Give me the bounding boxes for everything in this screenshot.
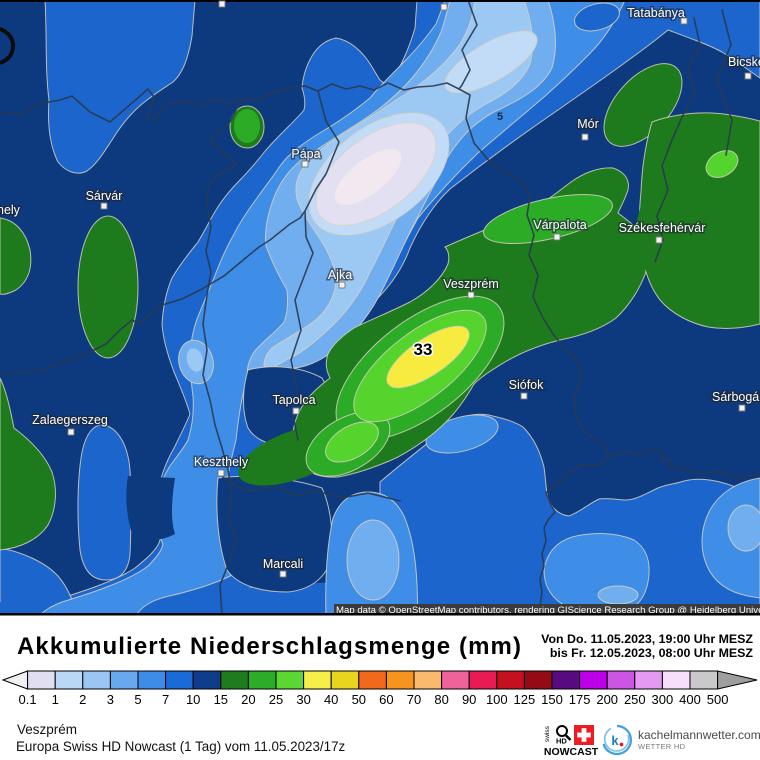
svg-text:Tapolca: Tapolca — [272, 393, 315, 407]
svg-text:kachelmannwetter.com: kachelmannwetter.com — [638, 728, 760, 742]
svg-text:7: 7 — [162, 692, 169, 707]
svg-text:200: 200 — [596, 692, 618, 707]
svg-text:Várpalota: Várpalota — [533, 218, 587, 232]
svg-text:swiss: swiss — [544, 725, 551, 742]
svg-text:40: 40 — [324, 692, 338, 707]
svg-text:20: 20 — [241, 692, 255, 707]
svg-text:Veszprém: Veszprém — [443, 277, 499, 291]
svg-text:Sárbogár: Sárbogár — [712, 390, 760, 404]
svg-text:k: k — [611, 733, 619, 748]
svg-text:500: 500 — [707, 692, 729, 707]
svg-text:10: 10 — [186, 692, 200, 707]
svg-text:2: 2 — [79, 692, 86, 707]
svg-text:90: 90 — [462, 692, 476, 707]
svg-text:HD: HD — [556, 737, 567, 746]
svg-text:Map data © OpenStreetMap contr: Map data © OpenStreetMap contributors, r… — [336, 605, 760, 616]
svg-text:Ajka: Ajka — [328, 268, 352, 282]
svg-text:Székesfehérvár: Székesfehérvár — [619, 221, 706, 235]
svg-text:300: 300 — [652, 692, 674, 707]
svg-text:Mór: Mór — [577, 117, 599, 131]
svg-text:50: 50 — [352, 692, 366, 707]
svg-text:Bicske: Bicske — [728, 55, 760, 69]
svg-text:33: 33 — [414, 340, 433, 359]
svg-text:0.1: 0.1 — [19, 692, 37, 707]
svg-text:175: 175 — [569, 692, 591, 707]
svg-text:100: 100 — [486, 692, 508, 707]
svg-text:Tatabánya: Tatabánya — [627, 6, 685, 20]
svg-text:Marcali: Marcali — [263, 557, 303, 571]
svg-text:80: 80 — [434, 692, 448, 707]
svg-text:Keszthely: Keszthely — [194, 455, 249, 469]
svg-text:400: 400 — [679, 692, 701, 707]
svg-text:25: 25 — [269, 692, 283, 707]
svg-text:Pápa: Pápa — [291, 147, 320, 161]
svg-text:60: 60 — [379, 692, 393, 707]
svg-text:5: 5 — [134, 692, 141, 707]
svg-text:WETTER HD: WETTER HD — [638, 742, 686, 751]
svg-text:250: 250 — [624, 692, 646, 707]
svg-text:15: 15 — [214, 692, 228, 707]
svg-text:70: 70 — [407, 692, 421, 707]
svg-text:NOWCAST: NOWCAST — [544, 746, 599, 758]
svg-text:Sárvár: Sárvár — [86, 189, 123, 203]
svg-text:3: 3 — [107, 692, 114, 707]
svg-text:1: 1 — [52, 692, 59, 707]
svg-text:30: 30 — [296, 692, 310, 707]
svg-text:Zalaegerszeg: Zalaegerszeg — [32, 413, 108, 427]
svg-text:5: 5 — [497, 111, 503, 123]
svg-text:125: 125 — [514, 692, 536, 707]
svg-text:150: 150 — [541, 692, 563, 707]
svg-text:Siófok: Siófok — [509, 378, 544, 392]
svg-text:hely: hely — [0, 203, 21, 217]
